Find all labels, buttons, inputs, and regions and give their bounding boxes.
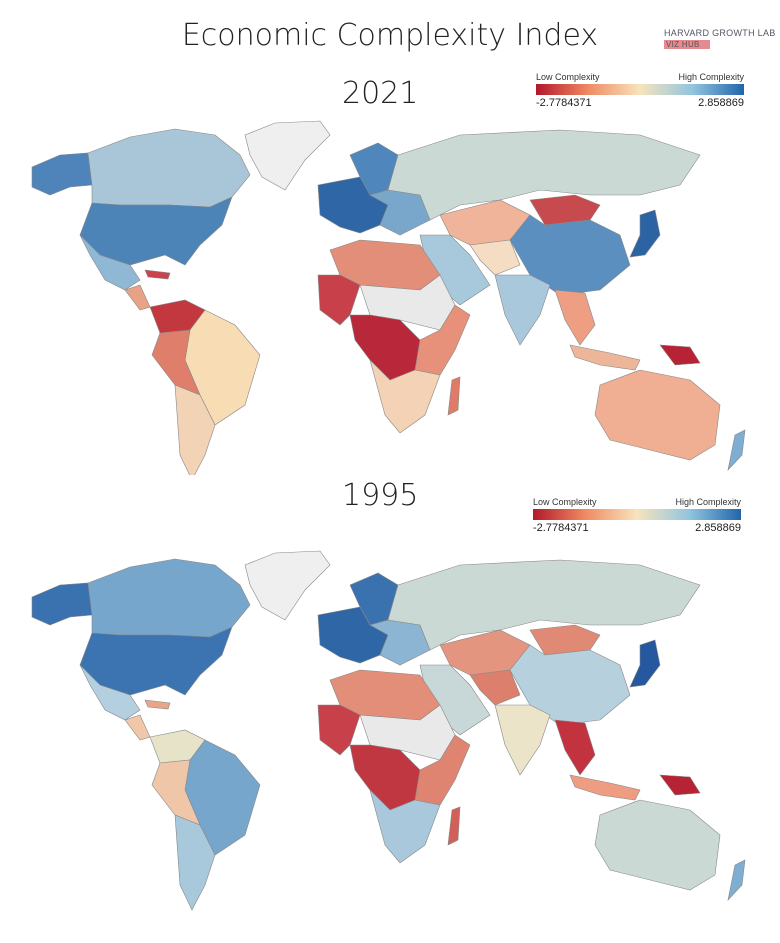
harvard-growth-lab-logo[interactable]: HARVARD GROWTH LAB VIZ HUB	[664, 28, 776, 49]
legend-2021: Low Complexity High Complexity -2.7784371…	[536, 72, 744, 109]
region-japan[interactable]	[629, 209, 661, 258]
region-argentina[interactable]	[174, 814, 216, 911]
region-alaska[interactable]	[31, 152, 93, 196]
region-iran[interactable]	[469, 239, 521, 276]
region-nz[interactable]	[727, 859, 746, 901]
region-central-america[interactable]	[124, 284, 151, 311]
map-year-1995: 1995	[342, 478, 419, 513]
legend-color-scale	[536, 84, 744, 95]
region-central-america[interactable]	[124, 714, 151, 741]
brand-line1: HARVARD GROWTH LAB	[664, 28, 776, 38]
region-central-africa[interactable]	[349, 314, 421, 381]
legend-low-label: Low Complexity	[536, 72, 600, 82]
region-greenland[interactable]	[244, 120, 331, 191]
region-usa[interactable]	[79, 196, 233, 266]
region-canada[interactable]	[87, 558, 251, 638]
legend-high-label: High Complexity	[678, 72, 744, 82]
region-indonesia[interactable]	[569, 344, 641, 371]
region-se-asia[interactable]	[554, 719, 596, 776]
world-map-2021[interactable]	[0, 115, 780, 475]
region-russia[interactable]	[387, 559, 701, 651]
region-russia[interactable]	[387, 129, 701, 221]
legend-1995: Low Complexity High Complexity -2.7784371…	[533, 497, 741, 534]
region-nz[interactable]	[727, 429, 746, 471]
region-greenland[interactable]	[244, 550, 331, 621]
region-png[interactable]	[659, 774, 701, 796]
region-australia[interactable]	[594, 369, 721, 461]
region-australia[interactable]	[594, 799, 721, 891]
region-madagascar[interactable]	[447, 806, 461, 846]
region-japan[interactable]	[629, 639, 661, 688]
world-map-1995[interactable]	[0, 540, 780, 915]
region-mongolia[interactable]	[529, 194, 601, 226]
region-mexico[interactable]	[79, 664, 141, 721]
region-png[interactable]	[659, 344, 701, 366]
brand-line2: VIZ HUB	[664, 40, 710, 49]
legend-min: -2.7784371	[533, 522, 589, 534]
region-south-africa[interactable]	[369, 358, 441, 434]
region-caribbean[interactable]	[144, 269, 171, 280]
region-south-africa[interactable]	[369, 788, 441, 864]
region-madagascar[interactable]	[447, 376, 461, 416]
legend-min: -2.7784371	[536, 97, 592, 109]
region-mongolia[interactable]	[529, 624, 601, 656]
region-argentina[interactable]	[174, 384, 216, 475]
region-caribbean[interactable]	[144, 699, 171, 710]
legend-max: 2.858869	[698, 97, 744, 109]
region-iran[interactable]	[469, 669, 521, 706]
region-indonesia[interactable]	[569, 774, 641, 801]
region-se-asia[interactable]	[554, 289, 596, 346]
region-alaska[interactable]	[31, 582, 93, 626]
region-central-africa[interactable]	[349, 744, 421, 811]
region-india[interactable]	[494, 274, 551, 346]
legend-high-label: High Complexity	[675, 497, 741, 507]
region-india[interactable]	[494, 704, 551, 776]
legend-max: 2.858869	[695, 522, 741, 534]
legend-low-label: Low Complexity	[533, 497, 597, 507]
region-mexico[interactable]	[79, 234, 141, 291]
page-title: Economic Complexity Index	[181, 18, 599, 53]
region-usa[interactable]	[79, 626, 233, 696]
map-year-2021: 2021	[342, 76, 419, 111]
legend-color-scale	[533, 509, 741, 520]
region-canada[interactable]	[87, 128, 251, 208]
